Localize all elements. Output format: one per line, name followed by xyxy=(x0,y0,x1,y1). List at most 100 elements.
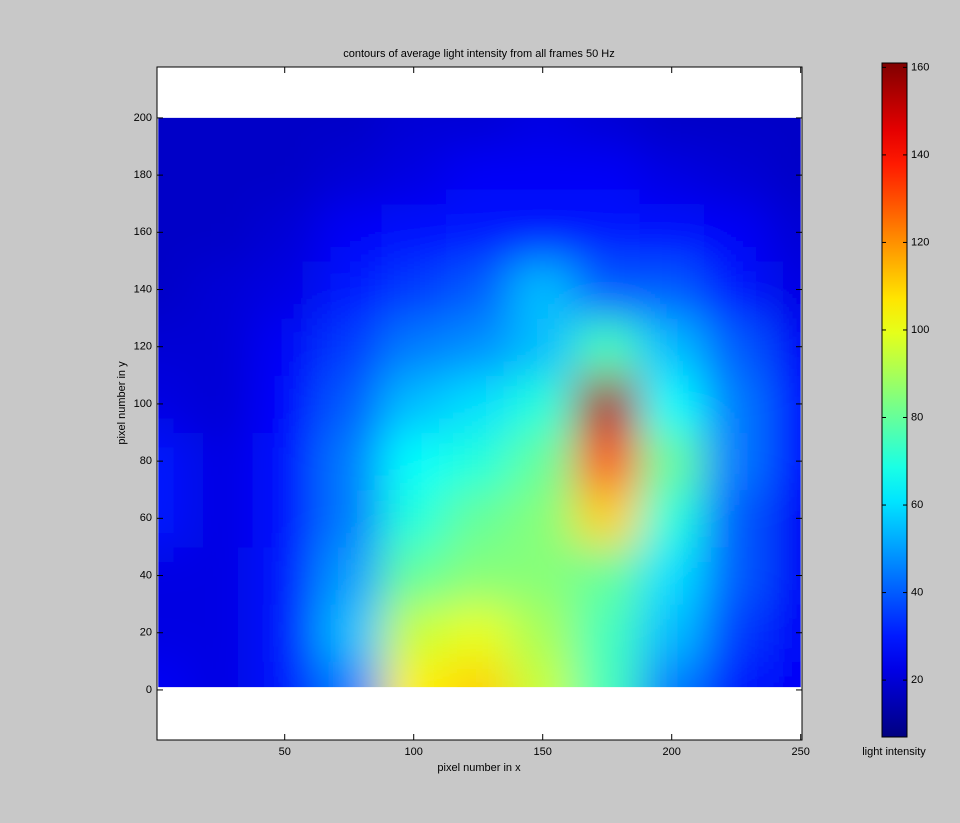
heat-cell xyxy=(381,375,447,434)
heat-cell xyxy=(187,661,253,688)
heat-cell xyxy=(639,489,705,548)
heat-cell xyxy=(639,260,705,319)
heat-cell xyxy=(639,203,705,262)
heat-cell xyxy=(445,661,511,688)
heat-cell xyxy=(639,146,705,205)
heat-cell xyxy=(316,661,382,688)
y-tick-label: 40 xyxy=(140,569,152,581)
heat-cell xyxy=(510,375,576,434)
heat-cell xyxy=(381,318,447,376)
heat-cell xyxy=(316,260,382,319)
heat-cell xyxy=(158,260,189,319)
y-tick-label: 20 xyxy=(140,627,152,639)
heat-cell xyxy=(187,146,253,205)
y-tick-label: 0 xyxy=(146,684,152,696)
heat-cell xyxy=(252,203,318,262)
heat-cell xyxy=(158,432,189,491)
heat-cell xyxy=(252,375,318,434)
heat-cell xyxy=(187,546,253,605)
heat-cell xyxy=(187,604,253,662)
heat-cell xyxy=(703,146,769,205)
y-tick-label: 180 xyxy=(134,169,152,181)
heat-cell xyxy=(381,661,447,688)
heat-cell xyxy=(510,432,576,491)
y-tick-label: 120 xyxy=(134,341,152,353)
heat-cell xyxy=(574,146,640,205)
heat-cell xyxy=(381,489,447,548)
heat-cell xyxy=(252,489,318,548)
heat-cell xyxy=(381,117,447,148)
x-axis-label: pixel number in x xyxy=(437,762,521,774)
colorbar xyxy=(881,62,908,738)
heat-cell xyxy=(574,546,640,605)
heat-cell xyxy=(703,117,769,148)
heat-cell xyxy=(316,489,382,548)
heat-cell xyxy=(639,432,705,491)
heat-cell xyxy=(768,203,801,262)
heat-cell xyxy=(445,546,511,605)
heat-cell xyxy=(445,203,511,262)
heat-cell xyxy=(768,489,801,548)
heat-cell xyxy=(703,375,769,434)
heat-cell xyxy=(158,489,189,548)
heat-cell xyxy=(252,318,318,376)
heat-cell xyxy=(316,604,382,662)
heat-cell xyxy=(510,546,576,605)
x-tick-label: 50 xyxy=(279,746,291,758)
heat-cell xyxy=(187,260,253,319)
heat-cell xyxy=(768,318,801,376)
heat-cell xyxy=(158,117,189,148)
colorbar-tick-label: 100 xyxy=(911,324,929,336)
heat-cell xyxy=(381,203,447,262)
heat-cell xyxy=(158,661,189,688)
heat-cell xyxy=(445,146,511,205)
heat-cell xyxy=(187,203,253,262)
heat-cell xyxy=(158,375,189,434)
y-tick-label: 160 xyxy=(134,226,152,238)
heat-cell xyxy=(252,546,318,605)
heat-cell xyxy=(574,203,640,262)
heat-cell xyxy=(158,146,189,205)
heat-cell xyxy=(316,318,382,376)
heat-cell xyxy=(187,318,253,376)
heat-cell xyxy=(445,432,511,491)
heat-cell xyxy=(768,432,801,491)
heat-cell xyxy=(445,117,511,148)
heat-cell xyxy=(158,546,189,605)
heat-cell xyxy=(510,661,576,688)
heat-cell xyxy=(510,260,576,319)
heat-cell xyxy=(510,318,576,376)
heat-cell xyxy=(381,260,447,319)
heat-cell xyxy=(252,432,318,491)
colorbar-tick-label: 140 xyxy=(911,149,929,161)
x-tick-label: 100 xyxy=(405,746,423,758)
heat-cell xyxy=(510,489,576,548)
colorbar-tick-label: 60 xyxy=(911,499,923,511)
heat-cell xyxy=(381,432,447,491)
heat-cell xyxy=(639,604,705,662)
heat-cell xyxy=(252,604,318,662)
y-tick-label: 140 xyxy=(134,283,152,295)
heat-cell xyxy=(252,117,318,148)
colorbar-tick-label: 160 xyxy=(911,61,929,73)
heat-cell xyxy=(187,432,253,491)
heat-cell xyxy=(639,546,705,605)
heat-cell xyxy=(639,661,705,688)
chart-title: contours of average light intensity from… xyxy=(343,48,614,60)
heat-cell xyxy=(703,203,769,262)
colorbar-tick-label: 40 xyxy=(911,586,923,598)
y-tick-label: 80 xyxy=(140,455,152,467)
y-axis-label: pixel number in y xyxy=(116,361,128,445)
heat-cell xyxy=(187,375,253,434)
heat-cell xyxy=(574,375,640,434)
heat-cell xyxy=(703,489,769,548)
x-tick-label: 150 xyxy=(534,746,552,758)
heat-cell xyxy=(768,117,801,148)
heat-cell xyxy=(158,604,189,662)
heat-cell xyxy=(703,260,769,319)
heat-cell xyxy=(510,203,576,262)
heat-cell xyxy=(703,604,769,662)
heat-cell xyxy=(252,661,318,688)
heat-cell xyxy=(768,604,801,662)
